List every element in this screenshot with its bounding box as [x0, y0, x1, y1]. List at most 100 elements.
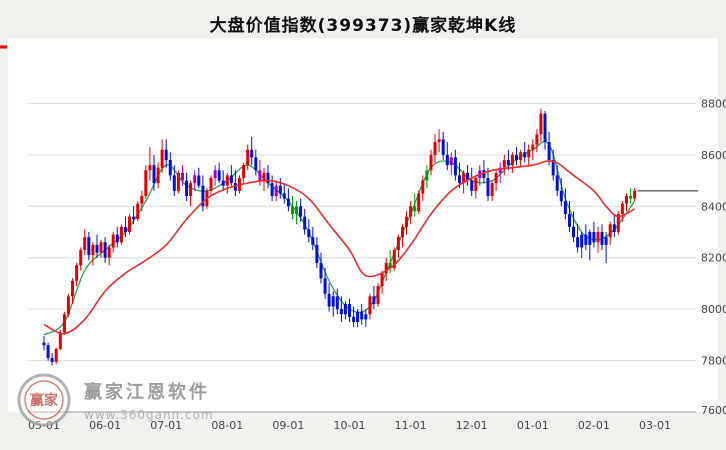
- candle: [46, 342, 50, 361]
- candle: [176, 170, 180, 194]
- candle: [229, 165, 233, 186]
- candle: [352, 306, 356, 328]
- candle: [119, 224, 123, 245]
- candle: [71, 278, 74, 304]
- candle: [99, 239, 103, 258]
- x-axis-label: 10-01: [334, 419, 366, 432]
- candle: [523, 142, 527, 163]
- candle: [445, 142, 449, 171]
- candle: [181, 165, 184, 186]
- x-axis-label: 07-01: [150, 419, 182, 432]
- candle: [331, 291, 335, 317]
- y-axis-label: 8200: [701, 252, 726, 265]
- candle: [502, 154, 506, 176]
- candle: [160, 139, 164, 173]
- candle: [555, 165, 559, 196]
- candle: [250, 136, 254, 166]
- candle: [209, 175, 213, 196]
- candle: [197, 167, 201, 189]
- candle: [185, 172, 189, 202]
- candle: [217, 162, 221, 184]
- candle: [164, 139, 168, 168]
- candle: [295, 201, 298, 225]
- y-axis-label: 7600: [701, 404, 726, 417]
- candle: [91, 242, 95, 266]
- candle: [401, 224, 404, 248]
- candle: [584, 224, 588, 250]
- candle: [429, 149, 433, 176]
- candle: [103, 237, 107, 263]
- candle: [392, 247, 396, 271]
- candle: [498, 162, 502, 184]
- candle: [144, 165, 148, 199]
- candle: [107, 244, 111, 266]
- candle: [262, 167, 266, 191]
- candle: [592, 221, 596, 248]
- candle: [568, 201, 571, 232]
- candle: [54, 347, 58, 365]
- candle: [62, 311, 66, 335]
- candle: [490, 180, 494, 202]
- candle: [588, 229, 592, 261]
- candle: [506, 149, 510, 171]
- candle: [270, 175, 274, 202]
- candle: [364, 309, 368, 328]
- candle: [409, 201, 413, 225]
- candle: [616, 211, 620, 235]
- candle: [315, 237, 319, 268]
- candle: [421, 175, 425, 202]
- candle: [132, 206, 136, 225]
- candle: [482, 160, 486, 184]
- candle: [242, 162, 246, 184]
- candle: [254, 149, 258, 176]
- candle: [335, 288, 339, 315]
- candle: [372, 286, 376, 310]
- candle: [433, 134, 437, 163]
- candle: [140, 190, 144, 212]
- brand-url: www.360gann.com: [84, 408, 214, 422]
- y-axis-label: 8400: [701, 200, 726, 213]
- candle: [189, 180, 193, 207]
- candle: [50, 352, 54, 366]
- x-axis-label: 12-01: [456, 419, 488, 432]
- candle: [95, 234, 99, 258]
- candle: [156, 162, 160, 189]
- y-axis-label: 8600: [701, 149, 726, 162]
- candle: [384, 257, 388, 281]
- candle: [547, 131, 551, 166]
- candle: [535, 129, 539, 153]
- candle: [453, 149, 457, 181]
- candle: [531, 139, 535, 160]
- chart-title: 大盘价值指数(399373)赢家乾坤K线: [209, 16, 517, 36]
- candle: [128, 214, 131, 235]
- candle: [604, 232, 608, 263]
- candle: [303, 208, 307, 235]
- y-axis-label: 8800: [701, 97, 726, 110]
- candle: [311, 226, 315, 250]
- candle: [291, 196, 294, 220]
- watermark: 赢家 赢家江恩软件 www.360gann.com: [16, 372, 214, 428]
- candle: [323, 268, 327, 299]
- candle: [405, 211, 408, 235]
- candle: [629, 188, 633, 204]
- candle: [417, 190, 421, 214]
- candle: [282, 183, 286, 204]
- candle: [327, 283, 331, 312]
- candle: [600, 224, 604, 250]
- candle: [388, 250, 392, 274]
- candle: [343, 301, 347, 320]
- brand-logo-text: 赢家: [30, 392, 59, 409]
- candle: [470, 167, 474, 196]
- candle: [360, 304, 364, 325]
- candle: [368, 293, 372, 320]
- candle: [596, 226, 600, 253]
- candle: [348, 298, 351, 322]
- candle: [474, 175, 478, 199]
- candle: [201, 175, 205, 212]
- candle: [380, 270, 384, 294]
- candle: [441, 131, 445, 160]
- candle: [539, 108, 543, 142]
- candle: [66, 293, 70, 317]
